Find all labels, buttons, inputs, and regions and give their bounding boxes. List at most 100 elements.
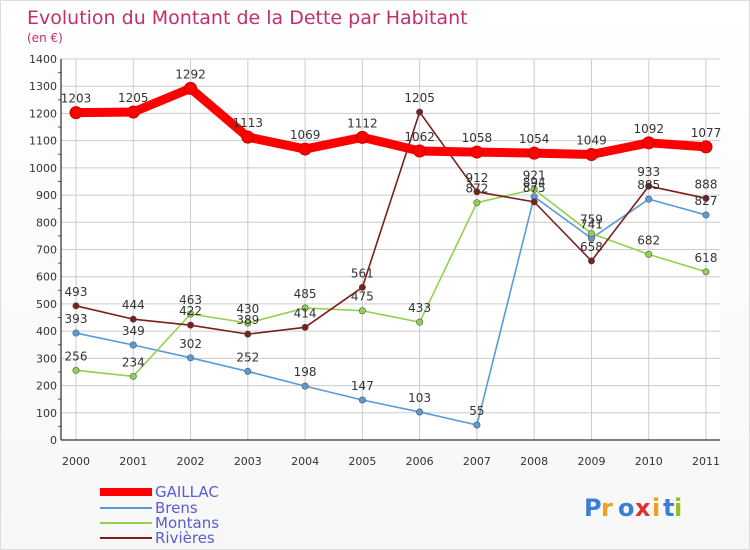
- data-point: [473, 421, 481, 429]
- data-point: [527, 146, 541, 160]
- data-point: [355, 130, 369, 144]
- legend-label: Rivières: [155, 529, 215, 547]
- grid: [61, 58, 720, 441]
- y-tick-label: 1300: [29, 80, 57, 93]
- data-point: [244, 367, 252, 375]
- y-tick-label: 300: [36, 352, 57, 365]
- data-point: [530, 185, 538, 193]
- data-point: [413, 144, 427, 158]
- data-point: [184, 81, 198, 95]
- chart-title: Evolution du Montant de la Dette par Hab…: [27, 7, 468, 29]
- data-label: 463: [179, 293, 202, 307]
- data-point: [72, 329, 80, 337]
- y-tick-label: 500: [36, 298, 57, 311]
- data-label: 485: [294, 287, 317, 301]
- x-tick-label: 2005: [348, 455, 376, 468]
- data-label: 256: [65, 349, 88, 363]
- data-label: 741: [580, 217, 603, 231]
- data-label: 682: [637, 233, 660, 247]
- logo-letter: i: [674, 494, 682, 522]
- data-label: 1113: [233, 116, 264, 130]
- data-label: 198: [294, 365, 317, 379]
- data-label: 618: [695, 251, 718, 265]
- data-point: [301, 304, 309, 312]
- data-label: 475: [351, 290, 374, 304]
- data-point: [702, 211, 710, 219]
- data-label: 1062: [404, 130, 435, 144]
- data-point: [187, 354, 195, 362]
- data-label: 1077: [691, 126, 722, 140]
- data-point: [187, 321, 195, 329]
- series-line-brens: [75, 195, 707, 426]
- logo-letter: x: [635, 494, 651, 522]
- data-point: [301, 382, 309, 390]
- data-point: [244, 319, 252, 327]
- series-line-rivières: [75, 111, 707, 335]
- data-label: 885: [637, 178, 660, 192]
- data-point: [416, 408, 424, 416]
- y-tick-label: 600: [36, 271, 57, 284]
- y-tick-label: 200: [36, 380, 57, 393]
- data-point: [187, 310, 195, 318]
- y-tick-label: 1100: [29, 135, 57, 148]
- data-label: 433: [408, 301, 431, 315]
- x-tick-label: 2000: [62, 455, 90, 468]
- logo-letter: t: [663, 494, 674, 522]
- x-tick-label: 2003: [234, 455, 262, 468]
- y-tick-label: 1400: [29, 53, 57, 66]
- data-point: [645, 195, 653, 203]
- data-label: 147: [351, 379, 374, 393]
- data-point: [645, 182, 653, 190]
- data-label: 430: [236, 302, 259, 316]
- data-label: 1205: [404, 91, 435, 105]
- data-label: 393: [65, 312, 88, 326]
- data-label: 493: [65, 285, 88, 299]
- data-label: 888: [695, 177, 718, 191]
- y-tick-label: 0: [50, 434, 57, 447]
- data-point: [358, 396, 366, 404]
- data-label: 1205: [118, 91, 149, 105]
- series: [69, 81, 713, 429]
- chart-subtitle: (en €): [27, 31, 63, 45]
- data-label: 103: [408, 391, 431, 405]
- y-tick-label: 900: [36, 189, 57, 202]
- data-label: 349: [122, 324, 145, 338]
- data-label: 875: [523, 181, 546, 195]
- data-point: [416, 318, 424, 326]
- data-label: 912: [465, 171, 488, 185]
- y-tick-label: 800: [36, 216, 57, 229]
- data-point: [530, 198, 538, 206]
- data-label: 1054: [519, 132, 550, 146]
- data-label: 1203: [61, 92, 92, 106]
- data-point: [702, 194, 710, 202]
- data-point: [244, 330, 252, 338]
- x-tick-label: 2010: [635, 455, 663, 468]
- x-tick-label: 2004: [291, 455, 319, 468]
- data-point: [72, 302, 80, 310]
- data-labels: 1203 1205 1292 1113 1069 1112 1062 1058 1054 1049…: [61, 67, 722, 418]
- data-label: 1069: [290, 128, 321, 142]
- y-tick-label: 100: [36, 407, 57, 420]
- data-label: 1058: [462, 131, 493, 145]
- y-tick-label: 700: [36, 244, 57, 257]
- data-label: 1049: [576, 134, 607, 148]
- data-label: 1292: [175, 67, 206, 81]
- y-tick-label: 400: [36, 325, 57, 338]
- data-label: 1112: [347, 116, 378, 130]
- data-label: 55: [469, 404, 484, 418]
- series-line-gaillac: [71, 83, 711, 160]
- data-point: [473, 188, 481, 196]
- data-label: 658: [580, 240, 603, 254]
- data-label: 444: [122, 298, 145, 312]
- data-point: [584, 148, 598, 162]
- data-label: 561: [351, 266, 374, 280]
- data-point: [702, 268, 710, 276]
- x-tick-label: 2011: [692, 455, 720, 468]
- y-tick-label: 1000: [29, 162, 57, 175]
- data-label: 872: [465, 182, 488, 196]
- data-point: [470, 145, 484, 159]
- data-point: [699, 140, 713, 154]
